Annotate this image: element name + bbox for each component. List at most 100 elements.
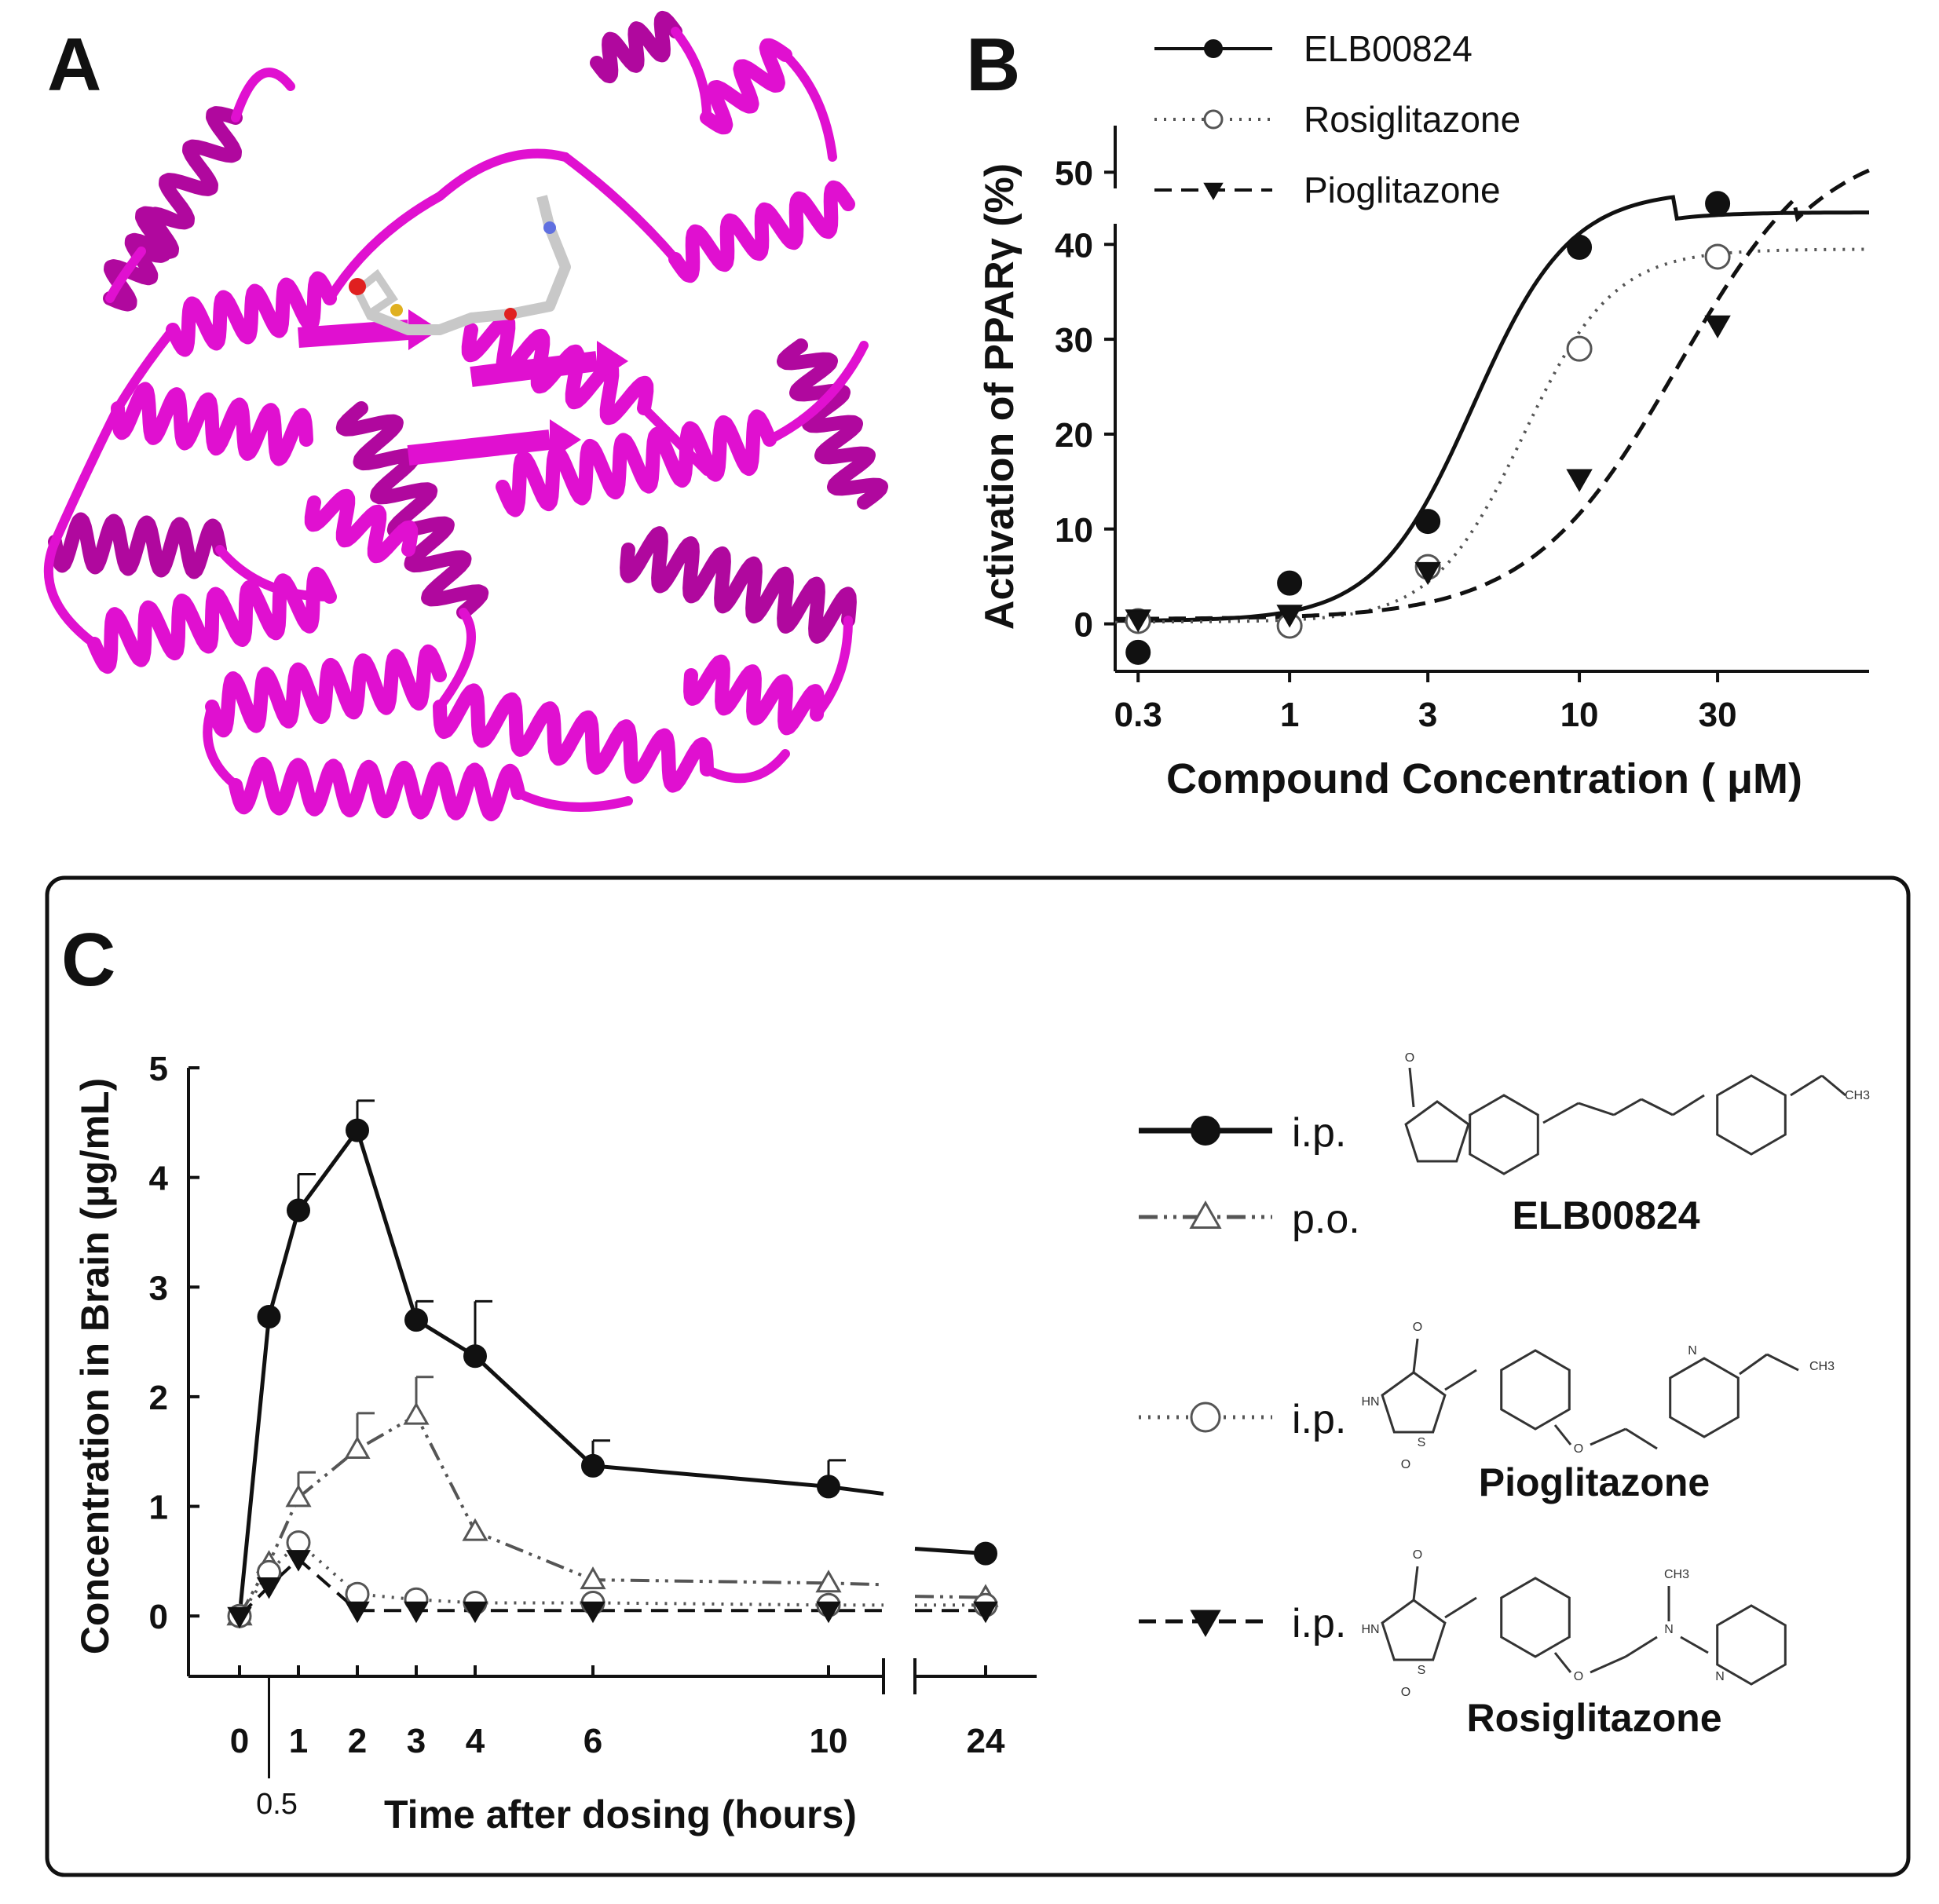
beta-strand-arrowhead: [597, 341, 628, 382]
chem-atom-label: O: [1405, 1051, 1414, 1065]
chem-atom-label: HN: [1361, 1623, 1379, 1636]
chart-b-point-pioglitazone: [1704, 315, 1731, 338]
chem-atom-label: O: [1413, 1321, 1422, 1334]
chem-bond: [1553, 1424, 1572, 1445]
chart-c-legend-label: i.p.: [1292, 1397, 1346, 1442]
chem-ring: [1404, 1100, 1470, 1163]
chart-c-y-tick-label: 1: [149, 1489, 168, 1527]
helix-segment: [668, 180, 855, 283]
chart-c-y-tick-label: 3: [149, 1269, 168, 1307]
chart-c-x-tick-label: 1: [289, 1722, 308, 1760]
loop-segment: [514, 788, 633, 812]
loop-segment: [561, 152, 680, 264]
chem-bond: [1412, 1566, 1419, 1601]
loop-segment: [105, 247, 146, 303]
chart-b-point-rosiglitazone: [1704, 243, 1731, 270]
loop-segment: [639, 404, 712, 476]
ligand-ring: [352, 269, 398, 320]
chem-bond: [1613, 1098, 1642, 1116]
loop-segment: [43, 537, 99, 649]
chem-ring: [1500, 1349, 1571, 1431]
chart-b-point-pioglitazone: [1276, 605, 1303, 628]
chart-c-point-elb00824: [344, 1435, 371, 1459]
chart-c-line-elb00824-i.p.: [914, 1547, 986, 1556]
chart-c-y-tick-label: 4: [149, 1160, 169, 1198]
chart-b-point-pioglitazone: [1414, 561, 1441, 586]
chart-b-point-elb00824: [1277, 570, 1303, 596]
loop-segment: [435, 608, 476, 711]
loop-segment: [671, 27, 712, 122]
chart-b-point-elb00824: [1705, 191, 1731, 217]
chem-atom-label: O: [1413, 1548, 1422, 1562]
chem-atom-label: S: [1418, 1664, 1426, 1677]
chart-c-point-rosiglitazone: [463, 1601, 488, 1624]
beta-strand: [407, 429, 551, 466]
chart-c-legend-marker: [1189, 1200, 1222, 1229]
chem-bond: [1766, 1353, 1799, 1372]
chem-atom-label: O: [1401, 1686, 1410, 1699]
chart-c-point-elb00824: [580, 1566, 606, 1590]
chem-bond: [1641, 1098, 1674, 1116]
compound-name-rosiglitazone: Rosiglitazone: [1466, 1696, 1721, 1740]
chem-bond: [1672, 1094, 1705, 1116]
chem-atom-label: O: [1574, 1442, 1583, 1456]
chart-c-point-rosiglitazone: [227, 1606, 252, 1629]
chem-atom-label: CH3: [1845, 1089, 1870, 1102]
chart-c-point-elb00824: [815, 1570, 842, 1593]
chart-b-y-tick-label: 10: [1055, 511, 1093, 550]
chart-c-point-elb00824: [581, 1453, 605, 1478]
chart-c-point-rosiglitazone: [404, 1601, 429, 1624]
chem-atom-label: O: [1574, 1670, 1583, 1683]
helix-segment: [166, 271, 337, 357]
loop-segment: [765, 341, 869, 444]
chem-bond: [1625, 1635, 1658, 1658]
chart-b-legend-marker: [1203, 182, 1224, 201]
chart-b-y-tick-label: 40: [1055, 226, 1093, 265]
chart-c-legend-label: p.o.: [1292, 1197, 1360, 1242]
chart-c-legend-marker: [1191, 1116, 1220, 1146]
ligand-oxygen-atom: [504, 308, 517, 320]
helix-segment: [590, 10, 682, 84]
chart-c-point-rosiglitazone: [973, 1601, 998, 1624]
chart-c-axes: [187, 1066, 1037, 1778]
chart-c-y-tick-label: 0: [149, 1598, 168, 1636]
chem-ring: [1469, 1094, 1539, 1175]
chem-bond: [1553, 1652, 1572, 1673]
chem-ring: [1500, 1577, 1571, 1658]
chart-c-point-rosiglitazone: [286, 1550, 311, 1572]
ligand-sulfur-atom: [390, 304, 403, 316]
panel-c-frame: [45, 875, 1911, 1877]
chem-bond: [1412, 1338, 1419, 1373]
chart-c-x-axis-label: Time after dosing (hours): [384, 1793, 857, 1836]
chart-b-point-pioglitazone: [1125, 609, 1151, 633]
chart-b-x-tick-labels: 0.3 1 3 10 30: [1114, 696, 1737, 734]
chart-c-point-elb00824: [346, 1118, 369, 1142]
chart-b-points: [1125, 191, 1731, 665]
loop-segment: [435, 148, 570, 201]
chart-c-y-tick-label: 2: [149, 1379, 168, 1417]
chart-c-x-tick-label: 10: [810, 1722, 848, 1760]
chemical-structures: OCH3ELB00824OHNSOONCH3PioglitazoneOHNSOO…: [1361, 1051, 1870, 1740]
chart-b-legend-label: Rosiglitazone: [1304, 99, 1520, 140]
panel-b-label: B: [966, 23, 1020, 107]
chart-b-fit-curves: [1115, 168, 1871, 624]
chart-c-y-tick-labels: 0 1 2 3 4 5: [149, 1050, 169, 1636]
chart-b-legend-label: Pioglitazone: [1304, 170, 1501, 210]
chart-b-point-elb00824: [1125, 639, 1151, 665]
helix-segment: [134, 106, 243, 263]
chart-b-legend-marker: [1203, 109, 1224, 130]
chart-b-point-pioglitazone: [1566, 469, 1593, 492]
chem-ring: [1716, 1604, 1787, 1686]
chart-c-point-elb00824: [463, 1344, 487, 1369]
helix-segment: [205, 644, 447, 738]
loop-segment: [702, 749, 790, 784]
helix-segment: [87, 566, 337, 674]
chem-atom-label: CH3: [1664, 1568, 1689, 1581]
chart-b-x-tick-label: 10: [1560, 696, 1599, 734]
chart-b-legend-label: ELB00824: [1304, 28, 1473, 69]
chem-bond: [1590, 1655, 1626, 1674]
loop-segment: [215, 545, 335, 601]
chart-c-x-tick-label: 0: [230, 1722, 249, 1760]
chart-b-y-tick-label: 50: [1055, 154, 1093, 192]
